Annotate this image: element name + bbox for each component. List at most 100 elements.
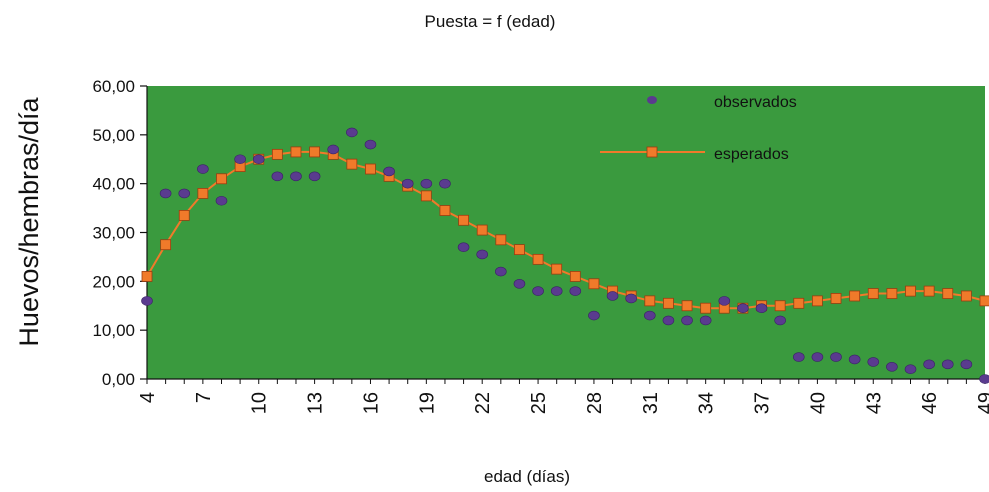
observados-point xyxy=(197,164,209,174)
esperados-point xyxy=(886,288,898,299)
observados-point xyxy=(457,242,470,252)
esperados-point xyxy=(346,158,358,170)
observados-point xyxy=(737,303,749,313)
esperados-point xyxy=(365,163,376,175)
esperados-point xyxy=(979,295,989,307)
observados-point xyxy=(327,144,340,155)
x-tick-label: 28 xyxy=(584,392,606,414)
observados-point xyxy=(774,315,786,326)
plot-area xyxy=(147,86,985,379)
observados-point xyxy=(569,286,582,296)
esperados-point xyxy=(514,244,525,255)
observados-point xyxy=(643,310,656,321)
x-ticks: 4 7 10 13 16 19 22 25 28 31 34 37 40 43 46 49 xyxy=(137,379,989,414)
observados-point xyxy=(923,359,935,370)
observados-point xyxy=(439,178,451,189)
observados-point xyxy=(811,352,824,362)
x-tick-label: 22 xyxy=(472,392,494,414)
observados-point xyxy=(346,127,358,138)
observados-point xyxy=(159,188,172,199)
esperados-point xyxy=(309,146,321,158)
x-tick-label: 25 xyxy=(528,392,550,414)
x-tick-label: 34 xyxy=(696,392,718,414)
observados-point xyxy=(215,195,228,206)
esperados-point xyxy=(923,285,935,297)
esperados-point xyxy=(960,290,972,302)
x-tick-label: 31 xyxy=(640,392,662,414)
esperados-point xyxy=(197,188,209,199)
esperados-point xyxy=(849,290,861,302)
esperados-point xyxy=(793,297,805,309)
observados-point xyxy=(867,357,880,367)
observados-point xyxy=(606,291,619,301)
observados-point xyxy=(904,364,917,375)
esperados-point xyxy=(812,295,823,307)
esperados-line xyxy=(146,150,986,310)
observados-point xyxy=(941,359,954,370)
esperados-point xyxy=(495,234,507,246)
x-tick-label: 19 xyxy=(416,392,438,414)
observados-point xyxy=(308,171,321,182)
observados-point xyxy=(364,139,377,150)
legend-marker-observados xyxy=(647,96,657,104)
observados-point xyxy=(588,310,600,321)
observados-point xyxy=(420,178,433,189)
esperados-point xyxy=(551,263,563,275)
observados-point xyxy=(979,374,989,384)
observados-point xyxy=(290,171,302,182)
series-observados xyxy=(141,127,989,384)
observados-point xyxy=(830,352,842,362)
esperados-point xyxy=(439,205,451,216)
y-tick-label: 30,00 xyxy=(92,224,135,243)
observados-point xyxy=(401,178,414,189)
observados-point xyxy=(495,266,507,277)
legend-label-esperados: esperados xyxy=(714,146,789,163)
y-tick-label: 40,00 xyxy=(92,175,135,194)
esperados-point xyxy=(178,210,190,221)
observados-point xyxy=(550,286,563,296)
esperados-point xyxy=(290,146,302,158)
observados-point xyxy=(718,296,731,306)
esperados-point xyxy=(532,253,544,265)
observados-point xyxy=(532,286,544,296)
esperados-point xyxy=(644,295,656,307)
x-tick-label: 7 xyxy=(193,392,215,403)
esperados-point xyxy=(700,302,712,314)
esperados-point xyxy=(271,148,283,160)
x-tick-label: 10 xyxy=(249,392,271,414)
esperados-point xyxy=(458,214,469,226)
observados-point xyxy=(886,361,898,372)
y-tick-label: 20,00 xyxy=(92,272,135,291)
esperados-point xyxy=(588,278,600,290)
observados-point xyxy=(178,188,191,199)
observados-point xyxy=(755,303,768,313)
x-tick-label: 13 xyxy=(305,392,327,414)
y-ticks: 0,00 10,00 20,00 30,00 40,00 50,00 60,00 xyxy=(92,77,147,389)
chart-title: Puesta = f (edad) xyxy=(425,12,556,31)
y-tick-label: 50,00 xyxy=(92,126,135,145)
esperados-point xyxy=(476,224,488,236)
observados-point xyxy=(681,315,693,326)
esperados-point xyxy=(774,300,786,312)
esperados-point xyxy=(681,300,693,312)
x-tick-label: 49 xyxy=(975,392,989,414)
observados-point xyxy=(383,166,395,177)
legend-label-observados: observados xyxy=(714,94,797,111)
esperados-point xyxy=(867,288,879,299)
observados-point xyxy=(848,354,861,365)
observados-point xyxy=(476,249,489,260)
x-tick-label: 16 xyxy=(360,392,382,414)
x-tick-label: 4 xyxy=(137,392,159,403)
observados-point xyxy=(141,296,153,306)
x-tick-label: 40 xyxy=(807,392,829,414)
observados-point xyxy=(252,154,265,165)
esperados-point xyxy=(905,285,916,297)
observados-point xyxy=(960,359,973,370)
observados-point xyxy=(234,154,246,165)
esperados-point xyxy=(216,173,227,185)
esperados-point xyxy=(141,271,153,282)
observados-point xyxy=(271,171,284,182)
esperados-point xyxy=(830,293,842,304)
x-tick-label: 37 xyxy=(752,392,774,414)
